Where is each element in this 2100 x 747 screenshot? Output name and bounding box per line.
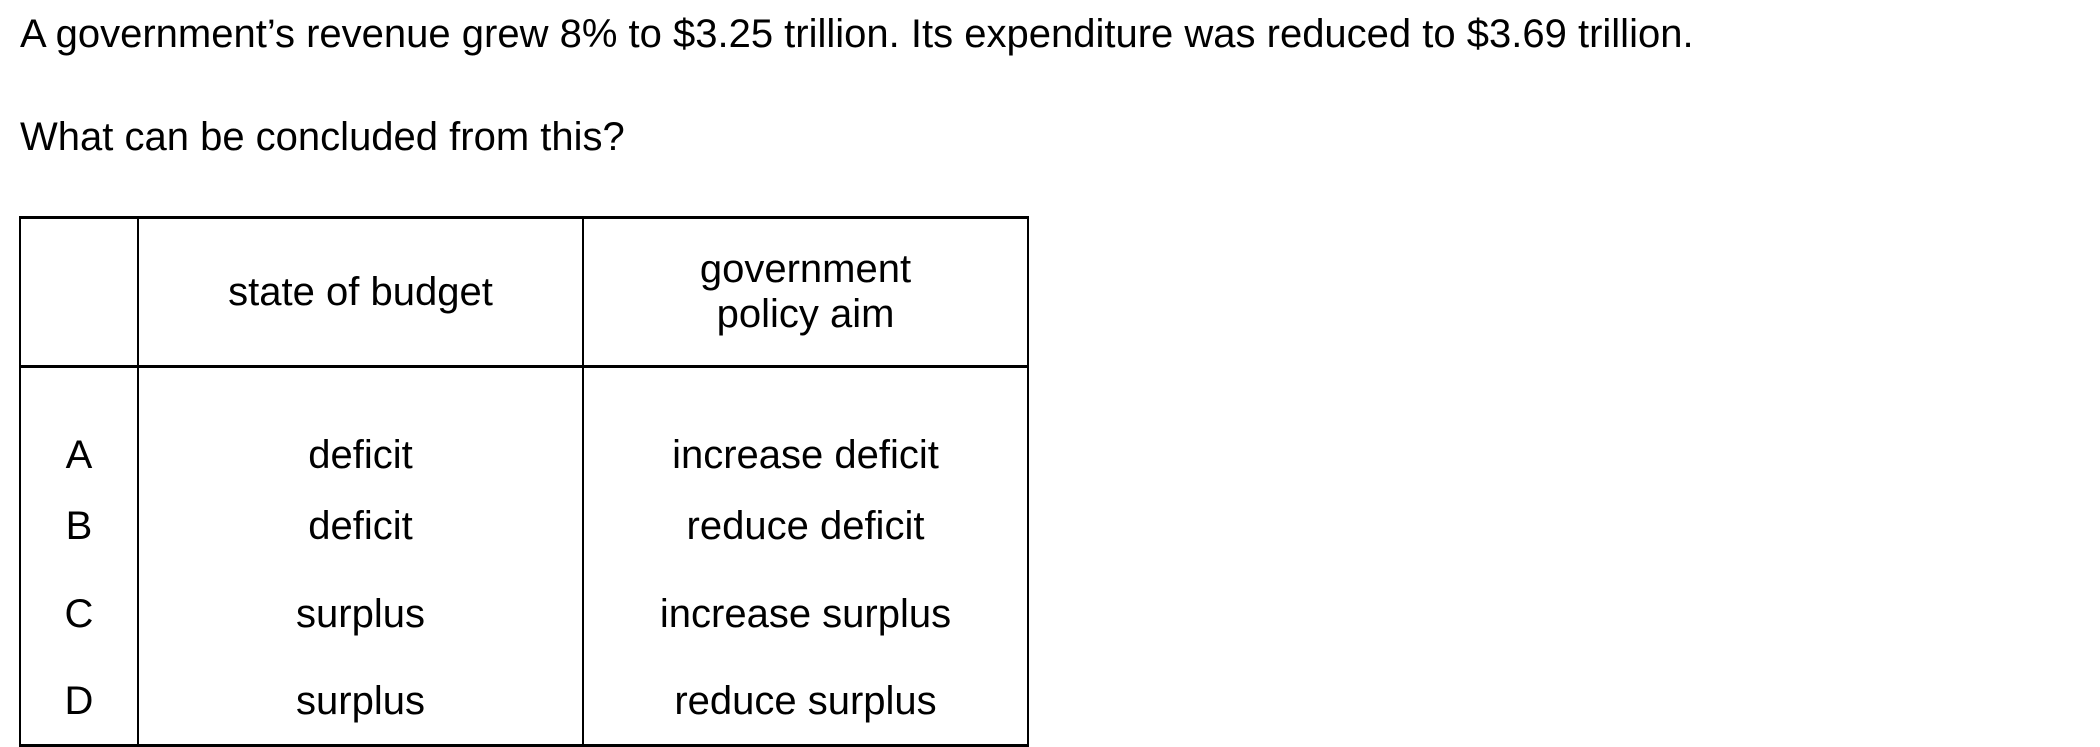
header-state-of-budget: state of budget [137,216,584,368]
option-state: surplus [137,570,584,658]
option-aim: reduce deficit [582,482,1029,570]
option-state: deficit [137,366,584,482]
option-row-a[interactable]: A deficit increase deficit [19,366,1029,482]
question-stem: A government’s revenue grew 8% to $3.25 … [20,12,1694,56]
option-row-b[interactable]: B deficit reduce deficit [19,482,1029,570]
option-state: deficit [137,482,584,570]
option-state: surplus [137,658,584,747]
option-aim: increase deficit [582,366,1029,482]
question-prompt: What can be concluded from this? [20,115,625,159]
option-row-d[interactable]: D surplus reduce surplus [19,658,1029,747]
header-policy-aim-label: government policy aim [699,247,912,336]
header-policy-aim: government policy aim [582,216,1029,368]
option-aim: increase surplus [582,570,1029,658]
option-letter: B [19,482,139,570]
option-aim: reduce surplus [582,658,1029,747]
answer-options-table: state of budget government policy aim A … [19,216,1029,747]
option-row-c[interactable]: C surplus increase surplus [19,570,1029,658]
option-letter: C [19,570,139,658]
option-letter: A [19,366,139,482]
option-letter: D [19,658,139,747]
table-header-row: state of budget government policy aim [19,216,1029,368]
header-letter [19,216,139,368]
